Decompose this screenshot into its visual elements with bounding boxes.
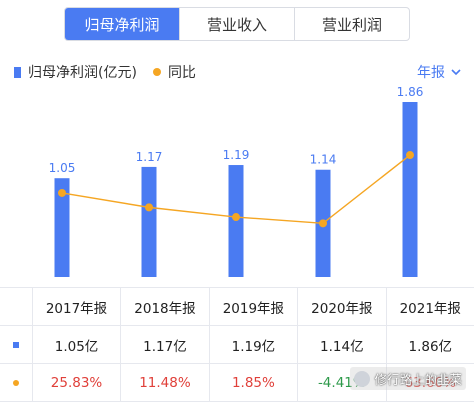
yoy-point	[319, 219, 327, 228]
bar-value-label: 1.14	[310, 153, 337, 167]
yoy-point	[406, 151, 414, 160]
profit-chart: 1.05 1.17 1.19 1.14 1.86	[49, 86, 424, 277]
bar-value-label: 1.19	[223, 148, 250, 162]
tab-revenue[interactable]: 营业收入	[179, 8, 294, 40]
yoy-row-key	[0, 364, 32, 401]
watermark-text: 修行路上的韭菜	[374, 372, 462, 387]
profit-cell: 1.86亿	[385, 326, 474, 363]
yoy-cell: -4.41%	[297, 364, 385, 401]
tab-operating-profit[interactable]: 营业利润	[294, 8, 409, 40]
yoy-cell: 1.85%	[208, 364, 297, 401]
yoy-point	[58, 188, 66, 197]
bar-square-icon	[12, 341, 19, 348]
header-cell: 2017年报	[31, 288, 120, 325]
data-table: 2017年报 2018年报 2019年报 2020年报 2021年报 1.05亿…	[0, 287, 474, 402]
profit-cell: 1.19亿	[208, 326, 297, 363]
period-selector[interactable]: 年报	[417, 62, 462, 82]
yoy-cell: 63.60%	[385, 364, 474, 401]
profit-cell: 1.14亿	[297, 326, 385, 363]
profit-row: 1.05亿 1.17亿 1.19亿 1.14亿 1.86亿	[0, 326, 474, 364]
table-header-row: 2017年报 2018年报 2019年报 2020年报 2021年报	[0, 288, 474, 326]
tab-net-profit[interactable]: 归母净利润	[65, 8, 179, 40]
chevron-down-icon	[451, 69, 461, 76]
profit-row-key	[0, 326, 32, 363]
dot-icon	[12, 379, 19, 386]
metric-tabs: 归母净利润 营业收入 营业利润	[64, 7, 410, 41]
bar-value-label: 1.17	[136, 150, 163, 164]
line-legend-swatch	[152, 68, 161, 76]
yoy-cell: 11.48%	[120, 364, 208, 401]
chart-legend: 归母净利润(亿元) 同比	[14, 62, 196, 82]
header-cell: 2020年报	[297, 288, 385, 325]
profit-cell: 1.05亿	[31, 326, 120, 363]
yoy-point	[145, 203, 153, 212]
header-key-cell	[0, 288, 32, 325]
profit-cell: 1.17亿	[120, 326, 208, 363]
bar-value-label: 1.05	[49, 161, 76, 175]
header-cell: 2018年报	[120, 288, 208, 325]
bar	[54, 178, 70, 277]
bar	[402, 102, 418, 277]
bar	[141, 166, 157, 277]
watermark: 修行路上的韭菜	[350, 367, 466, 390]
period-selector-label: 年报	[417, 65, 445, 81]
yoy-point	[232, 213, 240, 222]
bar-legend-swatch	[14, 66, 21, 78]
header-cell: 2021年报	[385, 288, 474, 325]
yoy-cell: 25.83%	[31, 364, 120, 401]
header-cell: 2019年报	[208, 288, 297, 325]
avatar-icon	[354, 370, 371, 387]
line-legend-label: 同比	[167, 65, 196, 81]
bar-legend-label: 归母净利润(亿元)	[28, 65, 137, 81]
bar-value-label: 1.86	[397, 86, 424, 99]
